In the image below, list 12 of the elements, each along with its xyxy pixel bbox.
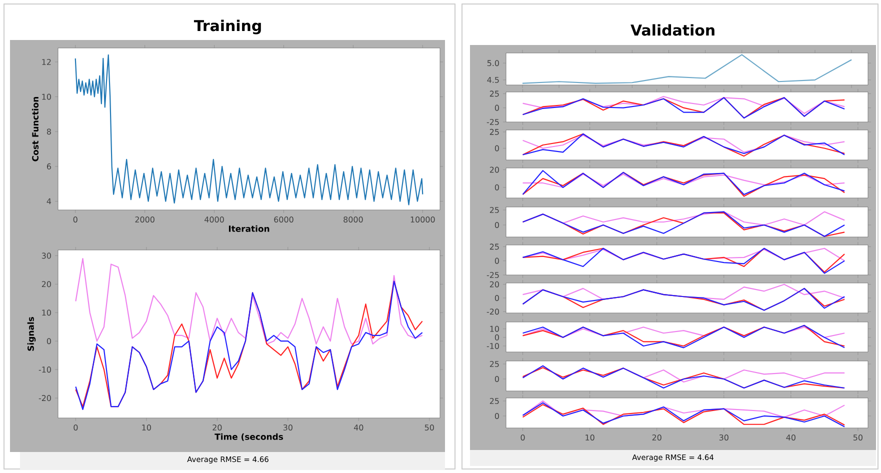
line-series [522, 54, 852, 84]
line-series [522, 97, 846, 119]
chart-title: Validation [630, 24, 714, 36]
y-axis-title: Signals [27, 317, 36, 351]
chart-title: Training [194, 20, 261, 34]
y-axis-title: Cost Function [32, 96, 39, 162]
line-series [522, 174, 846, 188]
x-axis-title: Time (seconds [214, 433, 284, 441]
line-series [74, 54, 424, 206]
line-series [75, 258, 423, 344]
line-series [522, 96, 846, 114]
x-axis-title: Iteration [228, 225, 270, 232]
